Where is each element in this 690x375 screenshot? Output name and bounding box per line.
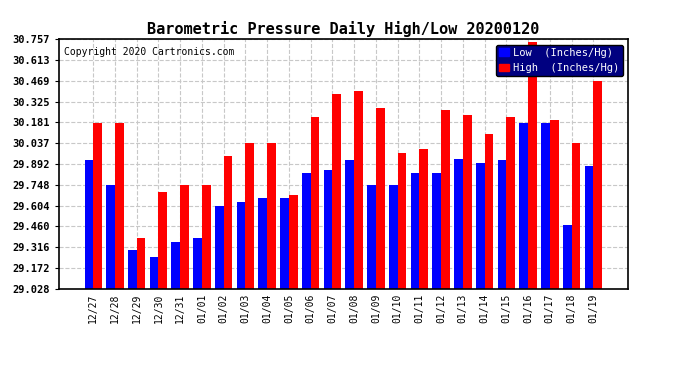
Bar [454, 159, 463, 289]
Bar [93, 123, 102, 289]
Bar [541, 123, 550, 289]
Bar [411, 173, 420, 289]
Bar [476, 163, 484, 289]
Bar [224, 156, 233, 289]
Bar [172, 242, 180, 289]
Bar [463, 116, 471, 289]
Bar [497, 160, 506, 289]
Bar [137, 238, 146, 289]
Bar [202, 184, 210, 289]
Legend: Low  (Inches/Hg), High  (Inches/Hg): Low (Inches/Hg), High (Inches/Hg) [495, 45, 622, 76]
Bar [571, 143, 580, 289]
Bar [346, 160, 354, 289]
Bar [433, 173, 441, 289]
Bar [528, 42, 537, 289]
Bar [441, 110, 450, 289]
Bar [237, 202, 246, 289]
Bar [484, 134, 493, 289]
Bar [128, 249, 137, 289]
Bar [259, 198, 267, 289]
Bar [106, 184, 115, 289]
Bar [115, 123, 124, 289]
Bar [506, 117, 515, 289]
Bar [246, 143, 254, 289]
Bar [584, 166, 593, 289]
Bar [550, 120, 558, 289]
Bar [376, 108, 384, 289]
Bar [159, 192, 167, 289]
Bar [593, 81, 602, 289]
Bar [289, 195, 297, 289]
Bar [420, 148, 428, 289]
Bar [397, 153, 406, 289]
Bar [180, 184, 189, 289]
Bar [310, 117, 319, 289]
Bar [302, 173, 311, 289]
Bar [367, 184, 376, 289]
Bar [150, 257, 159, 289]
Bar [324, 170, 333, 289]
Bar [333, 94, 341, 289]
Bar [193, 238, 202, 289]
Bar [280, 198, 289, 289]
Bar [215, 206, 224, 289]
Bar [389, 184, 397, 289]
Bar [520, 123, 528, 289]
Bar [84, 160, 93, 289]
Bar [354, 91, 363, 289]
Bar [563, 225, 571, 289]
Text: Copyright 2020 Cartronics.com: Copyright 2020 Cartronics.com [64, 47, 235, 57]
Bar [267, 143, 276, 289]
Title: Barometric Pressure Daily High/Low 20200120: Barometric Pressure Daily High/Low 20200… [147, 21, 540, 37]
